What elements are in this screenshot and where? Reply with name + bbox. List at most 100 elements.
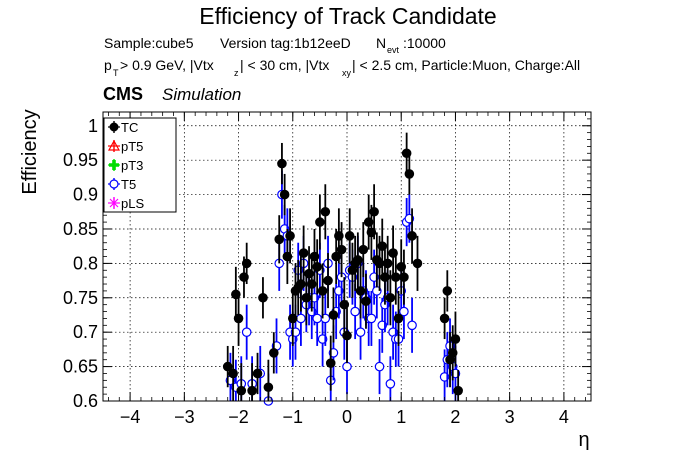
subtitle-line-2: p T > 0.9 GeV, |Vtx z | < 30 cm, |Vtx xy… <box>104 57 580 78</box>
pt-p: p <box>104 57 112 73</box>
point-TC <box>361 296 371 307</box>
point-TC <box>390 272 401 282</box>
point-TC <box>312 262 322 272</box>
y-tick-label: 0.65 <box>63 357 98 377</box>
y-tick-label: 0.75 <box>63 288 98 308</box>
x-tick-label: −1 <box>283 407 304 427</box>
point-TC <box>241 258 252 269</box>
series-layer <box>222 132 463 406</box>
legend-marker <box>109 179 119 189</box>
point-T5 <box>399 306 409 317</box>
point-TC <box>439 313 450 324</box>
point-T5 <box>355 327 366 337</box>
y-tick-label: 0.85 <box>63 219 98 239</box>
legend-entry-pT5: pT5 <box>107 139 143 154</box>
point-TC <box>320 206 331 217</box>
vtx-z: z <box>234 68 239 78</box>
point-TC <box>285 231 295 241</box>
point-TC <box>263 382 274 393</box>
point-T5 <box>312 313 322 324</box>
point-TC <box>407 231 417 241</box>
y-tick-label: 0.95 <box>63 150 98 170</box>
x-tick-label: −3 <box>174 407 195 427</box>
series-T5 <box>225 170 461 406</box>
x-tick-label: 1 <box>396 407 406 427</box>
point-TC <box>274 234 285 245</box>
legend-label: pT3 <box>121 158 143 173</box>
x-tick-label: 2 <box>450 407 460 427</box>
x-tick-label: −2 <box>228 407 249 427</box>
legend: TC pT5 pT3 T5 pLS <box>103 117 177 213</box>
point-TC <box>382 258 393 269</box>
point-T5 <box>374 361 385 372</box>
legend-entry-TC: TC <box>108 120 138 135</box>
point-TC <box>393 313 404 324</box>
point-TC <box>317 286 328 296</box>
point-T5 <box>366 313 377 324</box>
point-TC <box>358 244 369 255</box>
y-tick-label: 1 <box>88 116 98 136</box>
point-TC <box>315 217 325 227</box>
point-TC <box>336 244 347 255</box>
point-TC <box>236 385 247 396</box>
legend-label: TC <box>121 120 138 135</box>
legend-marker <box>109 198 119 208</box>
legend-label: pLS <box>121 196 144 211</box>
x-tick-label: 3 <box>505 407 515 427</box>
point-TC <box>233 313 244 324</box>
point-T5 <box>241 327 252 337</box>
point-TC <box>298 248 309 258</box>
legend-entry-T5: T5 <box>108 177 136 192</box>
simulation-label: Simulation <box>162 85 241 104</box>
point-TC <box>399 272 409 282</box>
point-T5 <box>350 306 360 317</box>
point-TC <box>222 361 233 372</box>
y-tick-label: 0.6 <box>73 391 98 411</box>
pt-T: T <box>113 68 119 78</box>
point-TC <box>325 358 336 368</box>
x-axis-label: η <box>578 429 589 451</box>
point-TC <box>268 348 279 358</box>
subtitle-line-1: Sample:cube5 Version tag:1b12eeD N evt :… <box>104 35 446 55</box>
x-tick-label: 4 <box>559 407 569 427</box>
point-TC <box>404 169 415 179</box>
cut-text-a: > 0.9 GeV, |Vtx <box>120 57 214 73</box>
point-TC <box>339 299 350 310</box>
legend-entry-pLS: pLS <box>108 196 144 211</box>
point-TC <box>247 385 257 396</box>
legend-marker <box>107 139 121 151</box>
cut-text-c: | < 2.5 cm, Particle:Muon, Charge:All <box>352 57 580 73</box>
chart-title: Efficiency of Track Candidate <box>199 3 496 29</box>
point-T5 <box>385 378 396 389</box>
x-tick-label: −4 <box>120 407 141 427</box>
point-TC <box>258 292 268 303</box>
point-TC <box>328 310 339 320</box>
point-TC <box>342 330 352 341</box>
cms-label: CMS <box>103 84 143 104</box>
point-TC <box>344 231 355 241</box>
legend-marker <box>109 122 119 132</box>
nevt-subscript: evt <box>387 45 400 55</box>
point-TC <box>323 275 333 286</box>
y-tick-label: 0.7 <box>73 322 98 342</box>
point-TC <box>442 286 453 296</box>
point-TC <box>228 368 238 379</box>
point-TC <box>279 189 290 200</box>
point-TC <box>385 292 396 303</box>
legend-label: pT5 <box>121 139 143 154</box>
point-TC <box>277 158 287 169</box>
y-tick-label: 0.8 <box>73 253 98 273</box>
point-TC <box>369 206 379 217</box>
y-axis-label: Efficiency <box>19 109 41 194</box>
point-TC <box>252 368 263 379</box>
point-TC <box>353 255 363 265</box>
cut-text-b: | < 30 cm, |Vtx <box>240 57 329 73</box>
x-tick-label: 0 <box>342 407 352 427</box>
y-tick-label: 0.9 <box>73 185 98 205</box>
point-T5 <box>342 361 352 372</box>
point-TC <box>412 258 423 269</box>
point-TC <box>377 241 388 251</box>
tick-labels: −4 −3 −2 −1 0 1 2 3 4 0.6 0.65 0.7 0.75 0.8 0.85 0.9 0.9… <box>63 116 569 427</box>
version-label: Version tag:1b12eeD <box>220 35 351 51</box>
